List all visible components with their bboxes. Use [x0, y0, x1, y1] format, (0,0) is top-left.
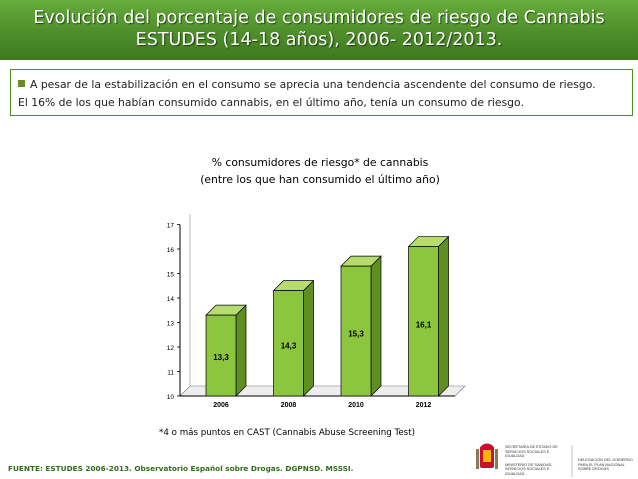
plan-text: DELEGACIÓN DEL GOBIERNO PARA EL PLAN NAC… [578, 458, 633, 472]
x-tick-label: 2010 [348, 402, 364, 409]
y-tick-label: 10 [167, 394, 175, 401]
bar-side [370, 255, 382, 397]
bar-chart: 10 11 12 13 14 15 16 17 13,3 2006 14,3 2008 15,3 2010… [167, 214, 466, 409]
summary-box: A pesar de la estabilización en el consu… [10, 69, 633, 116]
bar [205, 314, 237, 397]
footnote: *4 o más puntos en CAST (Cannabis Abuse … [159, 428, 416, 438]
chart-title-block: % consumidores de riesgo* de cannabis (e… [150, 154, 490, 188]
bar-value-label: 16,1 [416, 320, 432, 329]
bar-value-label: 14,3 [281, 341, 297, 350]
summary-line-2: El 16% de los que habían consumido canna… [18, 96, 524, 109]
government-logo [476, 443, 573, 477]
chart-subtitle: (entre los que han consumido el último a… [200, 173, 440, 186]
y-tick-label: 16 [167, 247, 175, 254]
title-banner: Evolución del porcentaje de consumidores… [0, 0, 638, 60]
x-tick-label: 2012 [416, 402, 432, 409]
title-line-1: Evolución del porcentaje de consumidores… [33, 8, 605, 28]
bar-side [438, 235, 449, 397]
bar-side [235, 304, 247, 397]
y-tick-label: 12 [167, 345, 175, 352]
ministry-text: SECRETARÍA DE ESTADO DE SERVICIOS SOCIAL… [505, 445, 558, 476]
square-bullet-icon [18, 80, 25, 87]
chart-title: % consumidores de riesgo* de cannabis [211, 156, 429, 169]
x-tick-label: 2008 [281, 402, 297, 409]
bar [340, 265, 372, 397]
y-tick-label: 14 [167, 296, 175, 303]
y-tick-label: 11 [167, 370, 174, 377]
source-note: FUENTE: ESTUDES 2006-2013. Observatorio … [8, 464, 354, 473]
y-tick-label: 17 [167, 223, 175, 230]
bar-side [303, 279, 314, 397]
coat-of-arms-icon [476, 443, 498, 469]
y-tick-label: 15 [167, 272, 175, 279]
summary-line-1-text: A pesar de la estabilización en el consu… [30, 78, 596, 91]
bar [273, 290, 304, 397]
title-line-2: ESTUDES (14-18 años), 2006- 2012/2013. [135, 30, 503, 50]
x-tick-label: 2006 [213, 402, 229, 409]
summary-line-1: A pesar de la estabilización en el consu… [18, 76, 626, 94]
bar [408, 246, 439, 397]
y-tick-label: 13 [167, 321, 175, 328]
bar-value-label: 15,3 [348, 330, 364, 339]
bar-value-label: 13,3 [213, 353, 229, 362]
